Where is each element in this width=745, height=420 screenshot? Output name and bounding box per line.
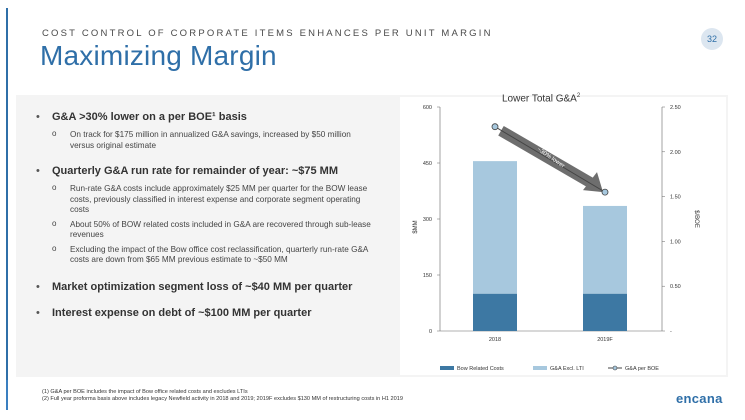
bar-bow-related-costs-2018 (473, 293, 517, 331)
chart-title-text: Lower Total G&A (502, 93, 577, 105)
bullet-run-rate: Quarterly G&A run rate for remainder of … (30, 164, 375, 178)
footnote-2: (2) Full year proforma basis above inclu… (42, 396, 403, 402)
legend-swatch-g-a-excl-lti (533, 366, 547, 370)
right-tick-label: 2.00 (670, 150, 681, 156)
y-axis-label: $MM (413, 220, 419, 233)
left-axis-ticks: 0 150 300 450 600 (423, 105, 440, 335)
left-tick-label: 600 (423, 105, 432, 111)
legend-label-g-a-per-boe: G&A per BOE (625, 366, 659, 372)
bar-g-a-excl-lti-2019f (583, 205, 627, 294)
slide-kicker: COST CONTROL OF CORPORATE ITEMS ENHANCES… (42, 28, 493, 39)
bullet-list: G&A >30% lower on a per BOE¹ basis On tr… (30, 110, 375, 320)
sub-bullet-reclassification: Excluding the impact of the Bow office c… (44, 244, 375, 266)
company-logo: encana (676, 391, 723, 406)
left-tick-label: 150 (423, 273, 432, 279)
page-number-badge: 32 (701, 28, 723, 50)
right-tick-label: 2.50 (670, 105, 681, 111)
legend-swatch-bow-related-costs (440, 366, 454, 370)
bar-g-a-excl-lti-2018 (473, 161, 517, 294)
left-tick-label: 450 (423, 161, 432, 167)
legend-label-bow-related-costs: Bow Related Costs (457, 366, 504, 372)
category-label-2019f: 2019F (597, 337, 613, 343)
footnote-1: (1) G&A per BOE includes the impact of B… (42, 389, 248, 395)
per-boe-point-2019f (601, 188, 609, 196)
right-tick-label: 1.00 (670, 239, 681, 245)
left-accent-rule-bottom (6, 380, 8, 410)
chart-title: Lower Total G&A2 (502, 93, 580, 104)
chart-legend: Bow Related Costs G&A Excl. LTI G&A per BO… (440, 365, 659, 372)
chart-panel (400, 97, 726, 375)
bar-series (473, 161, 627, 331)
sub-bullet-ga-savings: On track for $175 million in annualized … (44, 129, 375, 151)
per-boe-line-segment (494, 126, 606, 193)
sub-bullet-bow-lease: Run-rate G&A costs include approximately… (44, 183, 375, 216)
legend-swatch-marker-g-a-per-boe (612, 365, 618, 371)
bullet-market-optimization: Market optimization segment loss of ~$40… (30, 280, 375, 294)
left-tick-label: 0 (429, 329, 432, 335)
left-accent-rule (6, 8, 8, 408)
y2-axis-label: $/BOE (693, 210, 699, 228)
legend-label-g-a-excl-lti: G&A Excl. LTI (550, 366, 584, 372)
slide-title: Maximizing Margin (40, 40, 277, 71)
category-labels: 2018 2019F (489, 337, 614, 343)
left-tick-label: 300 (423, 217, 432, 223)
sub-bullet-sublease: About 50% of BOW related costs included … (44, 219, 375, 241)
per-boe-point-2018 (491, 123, 499, 131)
right-tick-label: 1.50 (670, 195, 681, 201)
footnotes: (1) G&A per BOE includes the impact of B… (42, 389, 403, 403)
bar-bow-related-costs-2019f (583, 293, 627, 331)
category-label-2018: 2018 (489, 337, 501, 343)
per-boe-line (491, 123, 609, 196)
right-tick-label: 0.50 (670, 284, 681, 290)
bullet-interest-expense: Interest expense on debt of ~$100 MM per… (30, 306, 375, 320)
ga-chart: 0 150 300 450 600 - 0.50 1.00 1.50 2.00 2.50 2018… (413, 105, 699, 372)
right-axis-ticks: - 0.50 1.00 1.50 2.00 2.50 (662, 105, 681, 335)
bullet-ga-lower: G&A >30% lower on a per BOE¹ basis (30, 110, 375, 124)
chart-title-footnote-ref: 2 (576, 93, 581, 99)
reduction-arrow-head (583, 172, 603, 193)
right-tick-label: - (670, 329, 672, 335)
